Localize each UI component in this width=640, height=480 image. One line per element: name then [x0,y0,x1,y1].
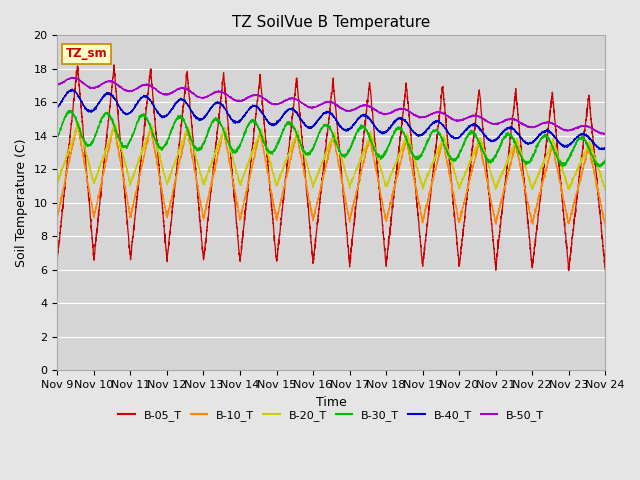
B-20_T [601,186,609,192]
B-10_T [74,121,81,127]
B-10_T [394,167,402,173]
B-30_T [550,144,557,149]
B-10_T [602,224,609,229]
B-05_T [207,191,214,197]
B-40_T [394,116,402,121]
B-05_T [602,267,609,273]
B-50_T [54,82,61,87]
B-05_T [601,265,609,271]
B-20_T [602,185,609,191]
B-20_T [394,156,402,161]
B-10_T [207,185,214,191]
B-40_T [54,104,61,110]
Legend: B-05_T, B-10_T, B-20_T, B-30_T, B-40_T, B-50_T: B-05_T, B-10_T, B-20_T, B-30_T, B-40_T, … [114,406,548,425]
Text: TZ_sm: TZ_sm [66,47,108,60]
B-40_T [171,102,179,108]
B-30_T [171,120,179,125]
B-20_T [601,187,609,193]
B-05_T [550,99,557,105]
B-30_T [385,143,392,149]
B-50_T [602,131,609,137]
B-30_T [596,164,604,170]
B-20_T [75,119,83,125]
Line: B-40_T: B-40_T [58,89,605,150]
Line: B-10_T: B-10_T [58,124,605,227]
B-40_T [602,144,609,150]
B-20_T [171,160,179,166]
B-05_T [385,238,392,243]
Line: B-50_T: B-50_T [58,77,605,134]
B-20_T [207,162,214,168]
B-30_T [602,157,609,163]
B-10_T [54,215,61,220]
B-50_T [69,74,77,80]
B-05_T [394,151,402,157]
B-30_T [394,126,402,132]
Line: B-05_T: B-05_T [58,65,605,271]
B-50_T [385,110,392,116]
B-05_T [171,181,179,187]
B-05_T [110,62,118,68]
B-20_T [54,180,61,185]
Y-axis label: Soil Temperature (C): Soil Temperature (C) [15,139,28,267]
B-10_T [550,148,557,154]
B-10_T [601,220,609,226]
B-40_T [385,125,392,131]
B-05_T [54,254,61,260]
B-30_T [67,108,75,113]
B-20_T [385,176,392,182]
B-40_T [550,133,557,139]
B-40_T [601,146,609,152]
B-05_T [565,268,573,274]
Line: B-30_T: B-30_T [58,110,605,167]
B-50_T [600,132,608,137]
B-10_T [385,208,392,214]
X-axis label: Time: Time [316,396,347,408]
B-10_T [171,181,179,187]
B-50_T [171,88,179,94]
B-50_T [207,92,214,97]
B-30_T [54,135,61,141]
B-50_T [550,121,557,127]
B-30_T [207,124,214,130]
B-40_T [207,106,214,112]
B-30_T [601,157,609,163]
B-20_T [550,138,557,144]
B-50_T [394,107,402,113]
B-40_T [68,86,76,92]
Line: B-20_T: B-20_T [58,122,605,190]
B-40_T [598,147,605,153]
Title: TZ SoilVue B Temperature: TZ SoilVue B Temperature [232,15,431,30]
B-50_T [601,131,609,136]
